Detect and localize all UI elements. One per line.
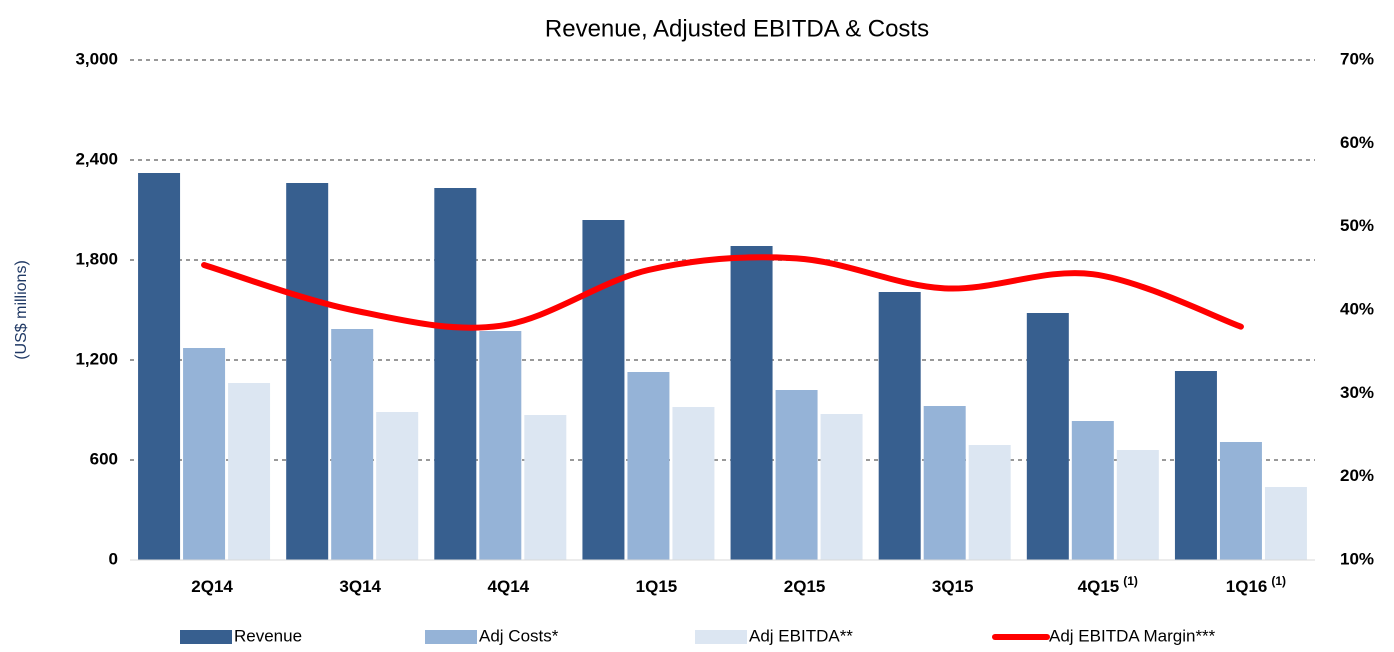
x-tick-label: 1Q15 bbox=[636, 577, 678, 596]
y-tick-label: 3,000 bbox=[75, 49, 118, 68]
bar bbox=[968, 445, 1011, 560]
bar bbox=[331, 329, 374, 560]
x-tick-label: 2Q15 bbox=[784, 577, 826, 596]
category: 3Q15 bbox=[932, 577, 974, 596]
bar bbox=[1264, 487, 1307, 560]
bar bbox=[183, 348, 226, 560]
x-tick-label: 1Q16 (1) bbox=[1226, 574, 1286, 596]
bar bbox=[923, 406, 966, 560]
category: 1Q16 bbox=[1226, 577, 1268, 596]
y-tick-label: 600 bbox=[90, 449, 118, 468]
bar bbox=[524, 415, 567, 560]
bar bbox=[1116, 450, 1159, 560]
bar bbox=[1071, 421, 1114, 560]
category: 4Q15 bbox=[1078, 577, 1120, 596]
y2-tick-label: 20% bbox=[1340, 466, 1374, 485]
x-tick-label: 3Q14 bbox=[339, 577, 381, 596]
bar bbox=[672, 407, 715, 560]
bar bbox=[1174, 371, 1217, 560]
bar bbox=[138, 173, 181, 560]
legend-label: Revenue bbox=[234, 626, 302, 645]
bar bbox=[730, 246, 773, 560]
legend-swatch bbox=[180, 630, 232, 644]
bar bbox=[582, 220, 625, 560]
y2-tick-label: 70% bbox=[1340, 49, 1374, 68]
bar bbox=[1219, 442, 1262, 560]
legend-swatch bbox=[695, 630, 747, 644]
category: 2Q15 bbox=[784, 577, 826, 596]
y-tick-label: 1,200 bbox=[75, 349, 118, 368]
bar bbox=[627, 372, 670, 560]
y-tick-label: 2,400 bbox=[75, 149, 118, 168]
y-axis-label: (US$ millions) bbox=[13, 260, 30, 360]
x-tick-label: 4Q14 bbox=[488, 577, 530, 596]
legend-label: Adj EBITDA Margin*** bbox=[1049, 626, 1216, 645]
line bbox=[201, 254, 1244, 331]
legend-swatch bbox=[425, 630, 477, 644]
category: 2Q14 bbox=[191, 577, 233, 596]
y-tick-label: 1,800 bbox=[75, 249, 118, 268]
category-note: (1) bbox=[1271, 574, 1286, 588]
bar bbox=[820, 414, 863, 560]
y-tick-label: 0 bbox=[109, 549, 118, 568]
x-tick-label: 2Q14 bbox=[191, 577, 233, 596]
x-tick-label: 4Q15 (1) bbox=[1078, 574, 1138, 596]
bar bbox=[228, 383, 271, 560]
bar bbox=[434, 188, 477, 560]
category: 1Q15 bbox=[636, 577, 678, 596]
legend-label: Adj EBITDA** bbox=[749, 626, 853, 645]
y2-tick-label: 50% bbox=[1340, 216, 1374, 235]
category: 3Q14 bbox=[339, 577, 381, 596]
x-tick-label: 3Q15 bbox=[932, 577, 974, 596]
y2-tick-label: 40% bbox=[1340, 299, 1374, 318]
category-note: (1) bbox=[1123, 574, 1138, 588]
bar bbox=[376, 412, 419, 560]
bar bbox=[479, 331, 522, 560]
bar bbox=[286, 183, 329, 560]
bar bbox=[878, 292, 921, 560]
bar bbox=[1026, 313, 1069, 560]
category: 4Q14 bbox=[488, 577, 530, 596]
legend-label: Adj Costs* bbox=[479, 626, 559, 645]
y2-tick-label: 30% bbox=[1340, 383, 1374, 402]
bar bbox=[775, 390, 818, 560]
y2-tick-label: 60% bbox=[1340, 133, 1374, 152]
chart-title: Revenue, Adjusted EBITDA & Costs bbox=[545, 15, 929, 42]
y2-tick-label: 10% bbox=[1340, 549, 1374, 568]
